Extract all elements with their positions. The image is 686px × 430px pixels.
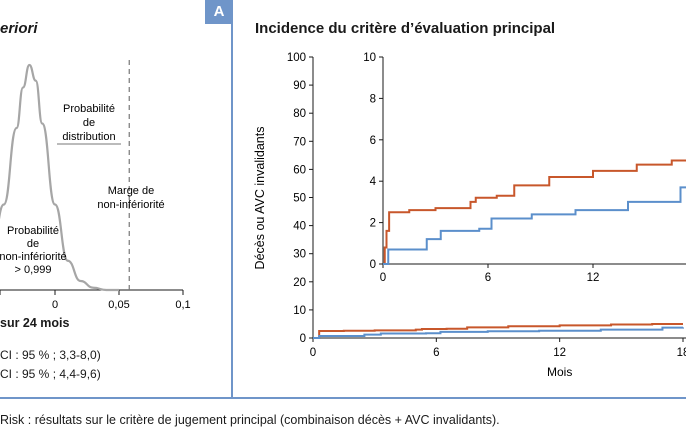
curve-label-line: de: [83, 117, 95, 129]
inset-background: [383, 57, 686, 264]
inset-x-tick-label: 12: [587, 272, 600, 284]
figure-caption: Risk : résultats sur le critère de jugem…: [0, 413, 500, 427]
inset-x-tick-label: 0: [380, 272, 386, 284]
ci-line-2: CI : 95 % ; 4,4-9,6): [0, 367, 101, 381]
inset-x-tick-label: 6: [485, 272, 491, 284]
probability-label-line: non-infériorité: [0, 251, 67, 263]
main-y-tick-label: 50: [293, 193, 306, 205]
inset-y-tick-label: 10: [363, 52, 376, 64]
main-y-tick-label: 70: [293, 136, 306, 148]
inset-series-blue: [383, 186, 686, 265]
left-subtitle: sur 24 mois: [0, 316, 70, 330]
left-panel-title: eriori: [0, 20, 38, 37]
main-y-tick-label: 40: [293, 221, 306, 233]
vertical-divider: [231, 0, 233, 398]
inset-series-orange: [383, 159, 686, 265]
probability-label-line: de: [27, 238, 39, 250]
incidence-chart: 0102030405060708090100061218MoisDécès ou…: [253, 52, 686, 379]
main-y-tick-label: 80: [293, 108, 306, 120]
main-y-tick-label: 20: [293, 277, 306, 289]
main-x-tick-label: 6: [433, 347, 439, 359]
main-y-tick-label: 30: [293, 249, 306, 261]
curve-label-line: distribution: [62, 131, 115, 143]
distribution-curve: [0, 63, 119, 292]
right-panel: Incidence du critère d’évaluation princi…: [233, 0, 686, 397]
probability-label-line: Probabilité: [7, 225, 59, 237]
inset-y-tick-label: 4: [370, 176, 377, 188]
main-y-tick-label: 60: [293, 164, 306, 176]
inset-y-tick-label: 8: [370, 93, 376, 105]
left-panel: eriori 0 0,05 0,1 Probabilité de distribution…: [0, 0, 232, 397]
margin-label-line: non-infériorité: [97, 199, 164, 211]
x-tick-label: 0: [52, 299, 58, 310]
chart-title: Incidence du critère d’évaluation princi…: [255, 20, 556, 37]
curve-label-line: Probabilité: [63, 103, 115, 115]
ci-line-1: CI : 95 % ; 3,3-8,0): [0, 348, 101, 362]
main-y-tick-label: 0: [300, 333, 306, 345]
x-tick-label: 0,05: [108, 299, 129, 310]
probability-label-line: > 0,999: [14, 264, 51, 276]
main-x-tick-label: 0: [310, 347, 316, 359]
margin-label-line: Marge de: [108, 185, 154, 197]
inset-y-tick-label: 6: [370, 135, 376, 147]
x-tick-label: 0,1: [175, 299, 190, 310]
main-x-tick-label: 12: [553, 347, 566, 359]
main-series-orange: [313, 322, 683, 339]
inset-y-tick-label: 0: [370, 259, 376, 271]
main-x-tick-label: 18: [677, 347, 686, 359]
x-axis-label: Mois: [547, 365, 572, 379]
main-series-blue: [313, 326, 684, 339]
main-y-tick-label: 100: [287, 52, 306, 64]
main-y-tick-label: 10: [293, 305, 306, 317]
inset-y-tick-label: 2: [370, 218, 376, 230]
panel-badge: A: [205, 0, 233, 24]
main-y-tick-label: 90: [293, 80, 306, 92]
horizontal-divider: [0, 397, 686, 399]
y-axis-label: Décès ou AVC invalidants: [253, 127, 267, 270]
